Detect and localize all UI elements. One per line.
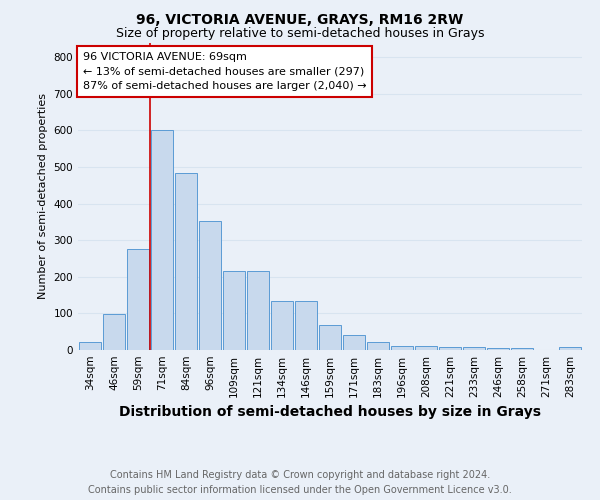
Bar: [127, 250, 149, 350]
Bar: [151, 130, 173, 350]
X-axis label: Distribution of semi-detached houses by size in Grays: Distribution of semi-detached houses by …: [119, 406, 541, 419]
Text: 96, VICTORIA AVENUE, GRAYS, RM16 2RW: 96, VICTORIA AVENUE, GRAYS, RM16 2RW: [136, 12, 464, 26]
Bar: [79, 342, 101, 350]
Bar: [439, 347, 461, 350]
Bar: [559, 347, 581, 350]
Bar: [271, 300, 293, 350]
Bar: [511, 348, 533, 350]
Text: Contains HM Land Registry data © Crown copyright and database right 2024.
Contai: Contains HM Land Registry data © Crown c…: [88, 470, 512, 495]
Bar: [223, 272, 245, 350]
Bar: [415, 346, 437, 350]
Text: 96 VICTORIA AVENUE: 69sqm
← 13% of semi-detached houses are smaller (297)
87% of: 96 VICTORIA AVENUE: 69sqm ← 13% of semi-…: [83, 52, 367, 92]
Bar: [391, 346, 413, 350]
Bar: [319, 326, 341, 350]
Bar: [175, 173, 197, 350]
Bar: [463, 347, 485, 350]
Bar: [247, 272, 269, 350]
Bar: [295, 300, 317, 350]
Bar: [103, 314, 125, 350]
Bar: [199, 221, 221, 350]
Bar: [367, 342, 389, 350]
Y-axis label: Number of semi-detached properties: Number of semi-detached properties: [38, 93, 48, 299]
Bar: [487, 348, 509, 350]
Text: Size of property relative to semi-detached houses in Grays: Size of property relative to semi-detach…: [116, 28, 484, 40]
Bar: [343, 336, 365, 350]
